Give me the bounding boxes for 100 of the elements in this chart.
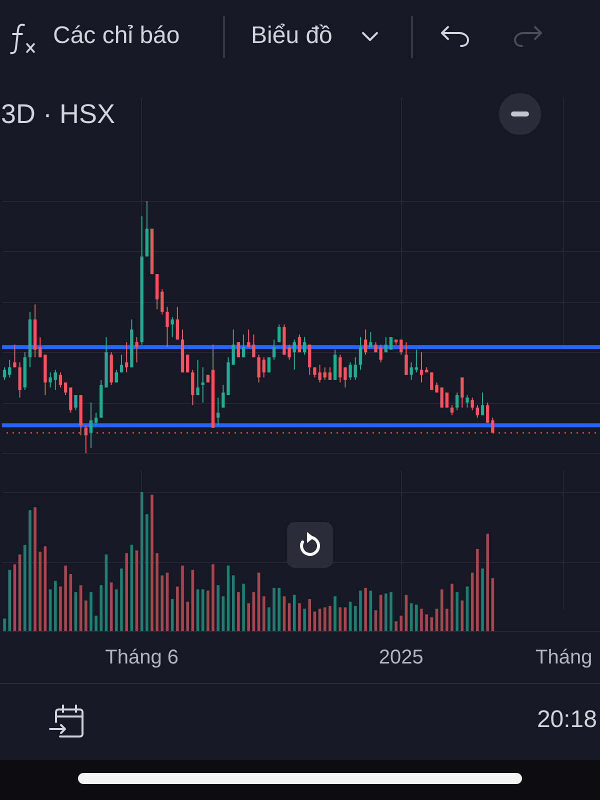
bar: [415, 604, 418, 631]
candlestick: [236, 342, 240, 358]
bar: [186, 602, 189, 631]
candlestick: [476, 404, 479, 418]
candlestick: [358, 336, 362, 370]
bar: [384, 593, 388, 631]
bar: [181, 566, 184, 631]
x-tick-label: Tháng: [536, 646, 592, 668]
bar: [257, 572, 260, 631]
bar: [94, 616, 98, 631]
bar: [450, 584, 454, 631]
bar: [237, 592, 240, 631]
candlestick: [460, 376, 464, 408]
bar: [292, 594, 296, 631]
candlestick: [176, 306, 179, 340]
candlestick: [491, 417, 494, 434]
candlestick: [278, 324, 281, 343]
bar: [120, 568, 123, 631]
bar: [74, 592, 78, 631]
bar: [54, 580, 57, 631]
bar: [425, 614, 428, 631]
candlestick: [160, 288, 164, 315]
candlestick: [89, 402, 93, 448]
bar: [262, 596, 266, 631]
bar: [298, 603, 301, 631]
x-tick-label: 2025: [378, 646, 424, 668]
candlestick: [114, 369, 118, 383]
candlestick: [292, 339, 296, 370]
candlestick: [18, 362, 22, 398]
candlestick: [466, 394, 469, 408]
candlestick: [54, 369, 57, 390]
candlestick: [414, 349, 418, 373]
bar: [150, 494, 154, 631]
candlestick: [420, 352, 424, 383]
bar: [272, 588, 276, 631]
candlestick: [308, 344, 312, 376]
candlestick: [389, 336, 393, 350]
bar: [64, 566, 67, 631]
bar: [69, 574, 72, 631]
candlestick: [64, 382, 68, 396]
candlestick: [84, 424, 88, 454]
bar: [268, 607, 270, 631]
bar: [84, 600, 88, 631]
bar: [34, 507, 36, 631]
bar: [278, 588, 281, 631]
candlestick: [58, 372, 62, 388]
candlestick: [69, 386, 72, 414]
candlestick: [486, 402, 490, 424]
bar: [23, 544, 26, 631]
candlestick: [125, 342, 128, 373]
candlestick: [369, 332, 372, 348]
bar: [390, 592, 392, 631]
bar: [247, 603, 250, 631]
candlestick: [267, 356, 271, 373]
bar: [206, 590, 210, 631]
candlestick: [8, 359, 12, 378]
bar: [242, 584, 245, 631]
bar: [28, 510, 32, 631]
bar: [486, 534, 489, 631]
bar: [115, 589, 118, 631]
bar: [44, 546, 47, 631]
candlestick: [186, 354, 190, 373]
candlestick: [338, 354, 342, 383]
candlestick: [48, 372, 52, 388]
bar: [481, 568, 484, 631]
bar: [374, 610, 378, 631]
candlestick: [302, 336, 306, 356]
candlestick: [364, 329, 368, 356]
candlestick: [384, 336, 388, 353]
candlestick: [298, 334, 302, 353]
bar: [100, 585, 103, 631]
x-tick-label: Tháng 6: [105, 646, 179, 668]
candlestick: [445, 392, 448, 408]
bar: [252, 592, 256, 631]
bar: [420, 608, 423, 631]
candlestick: [262, 356, 266, 378]
candlestick: [410, 362, 413, 380]
bar: [156, 553, 158, 631]
bar: [456, 592, 458, 631]
chart-title: 3D · HSX: [1, 98, 116, 131]
bar: [176, 586, 179, 631]
candlestick: [480, 392, 484, 416]
bar: [125, 553, 128, 631]
candlestick: [166, 306, 169, 348]
bar: [303, 608, 306, 631]
bar: [216, 585, 220, 631]
bar: [3, 618, 6, 631]
candlestick: [354, 356, 357, 380]
bar: [364, 588, 367, 631]
candlestick: [450, 404, 454, 416]
candlestick: [404, 342, 408, 376]
text: 20:18: [536, 705, 597, 735]
candlestick: [94, 412, 98, 426]
candlestick: [201, 366, 204, 404]
bar: [369, 590, 372, 631]
bar: [430, 617, 434, 631]
candlestick: [74, 394, 78, 411]
candlestick: [328, 366, 332, 380]
candlestick: [400, 339, 403, 356]
bar: [446, 608, 448, 631]
